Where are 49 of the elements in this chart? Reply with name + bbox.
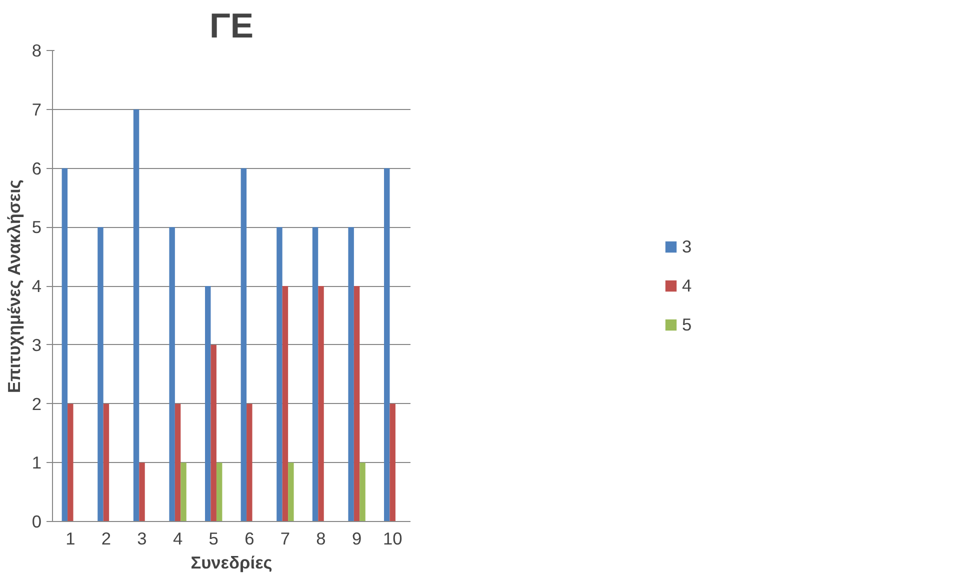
x-tick-label: 1 [66, 528, 76, 548]
x-tick-label: 6 [244, 528, 254, 548]
y-tick-label: 3 [32, 334, 42, 355]
bar [282, 286, 288, 522]
bar [174, 404, 181, 522]
x-tick-label: 2 [101, 528, 112, 548]
bar [180, 462, 186, 522]
bar [354, 286, 360, 522]
bar [133, 109, 140, 522]
bar [384, 168, 390, 522]
y-tick-label: 7 [32, 99, 42, 120]
bar [288, 462, 294, 522]
bar [62, 168, 68, 522]
legend-label: 5 [682, 314, 693, 335]
x-tick-label: 7 [280, 528, 290, 548]
y-axis-title: Επιτυχημένες Ανακλήσεις [4, 180, 24, 394]
bar [246, 404, 252, 522]
legend-label: 4 [682, 275, 693, 296]
bar [240, 168, 247, 522]
bar [68, 404, 74, 522]
bar [318, 286, 324, 522]
bar [348, 227, 354, 522]
x-tick-label: 9 [352, 528, 362, 548]
bar [312, 227, 318, 522]
y-tick-label: 5 [32, 217, 42, 238]
y-tick-label: 8 [32, 40, 42, 60]
x-tick-label: 3 [137, 528, 147, 548]
chart-title: ΓΕ [210, 8, 254, 46]
bar [205, 286, 211, 522]
bar [276, 227, 282, 522]
bar [103, 404, 110, 522]
bar [169, 227, 175, 522]
bar [98, 227, 104, 522]
x-tick-label: 10 [382, 528, 402, 548]
x-axis-title: Συνεδρίες [190, 552, 272, 572]
y-tick-label: 4 [32, 276, 42, 296]
y-tick-label: 1 [32, 452, 42, 473]
x-tick-label: 5 [208, 528, 218, 548]
y-tick-label: 0 [32, 512, 42, 532]
legend-label: 3 [682, 236, 693, 257]
bar [216, 462, 222, 522]
x-tick-label: 8 [316, 528, 326, 548]
bar [360, 462, 366, 522]
bar [210, 344, 216, 522]
y-tick-label: 2 [32, 394, 42, 414]
x-tick-label: 4 [172, 528, 183, 548]
bar [390, 404, 396, 522]
y-tick-label: 6 [32, 158, 42, 178]
bar [139, 462, 145, 522]
